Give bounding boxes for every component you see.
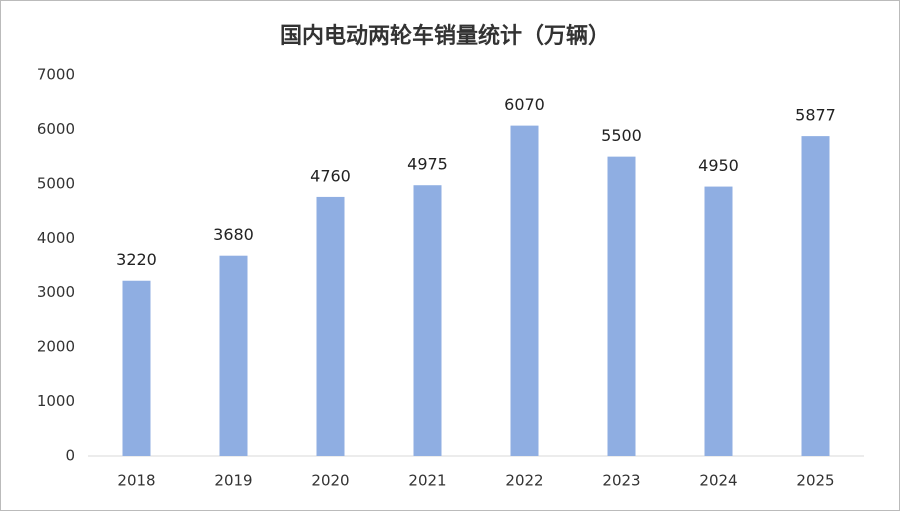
x-tick-label: 2025 [796, 472, 834, 490]
y-tick-label: 4000 [37, 229, 75, 247]
bar [413, 185, 442, 457]
data-label: 3680 [213, 225, 254, 244]
bar [704, 186, 733, 457]
x-tick-label: 2021 [408, 472, 446, 490]
bar [316, 196, 345, 457]
data-label: 4950 [698, 156, 739, 175]
y-tick-label: 3000 [37, 283, 75, 301]
x-tick-label: 2019 [214, 472, 252, 490]
bar [219, 255, 248, 456]
y-tick-label: 6000 [37, 120, 75, 138]
data-label: 4975 [407, 155, 448, 174]
y-tick-label: 0 [65, 447, 75, 465]
bar [122, 280, 151, 456]
chart-title: 国内电动两轮车销量统计（万辆） [280, 23, 610, 49]
data-label: 3220 [116, 250, 157, 269]
bar [801, 136, 830, 456]
x-tick-label: 2018 [117, 472, 155, 490]
x-tick-label: 2024 [699, 472, 737, 490]
x-tick-label: 2023 [602, 472, 640, 490]
y-tick-label: 2000 [37, 338, 75, 356]
y-tick-label: 1000 [37, 392, 75, 410]
y-tick-label: 5000 [37, 174, 75, 192]
data-label: 4760 [310, 166, 351, 185]
data-label: 6070 [504, 95, 545, 114]
x-tick-label: 2022 [505, 472, 543, 490]
x-tick-label: 2020 [311, 472, 349, 490]
data-label: 5877 [795, 106, 836, 125]
bar [510, 125, 539, 457]
data-label: 5500 [601, 126, 642, 145]
y-tick-label: 7000 [37, 66, 75, 84]
bar [607, 156, 636, 456]
